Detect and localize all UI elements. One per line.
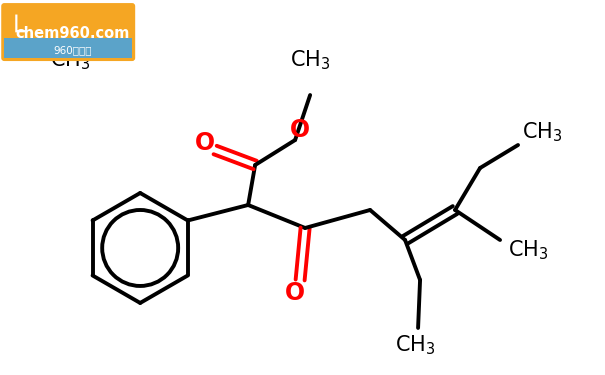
Text: └: └ <box>8 19 25 47</box>
Text: O: O <box>195 131 215 155</box>
Bar <box>4 38 132 58</box>
Text: O: O <box>285 281 305 305</box>
Text: O: O <box>290 118 310 142</box>
Text: CH$_3$: CH$_3$ <box>522 120 563 144</box>
Text: 960化工网: 960化工网 <box>53 45 91 55</box>
Text: CH$_3$: CH$_3$ <box>290 48 330 72</box>
Text: CH$_3$: CH$_3$ <box>50 48 91 72</box>
FancyBboxPatch shape <box>1 3 135 61</box>
Text: CH$_3$: CH$_3$ <box>395 333 436 357</box>
Text: chem960.com: chem960.com <box>15 26 129 40</box>
Text: CH$_3$: CH$_3$ <box>508 238 549 262</box>
